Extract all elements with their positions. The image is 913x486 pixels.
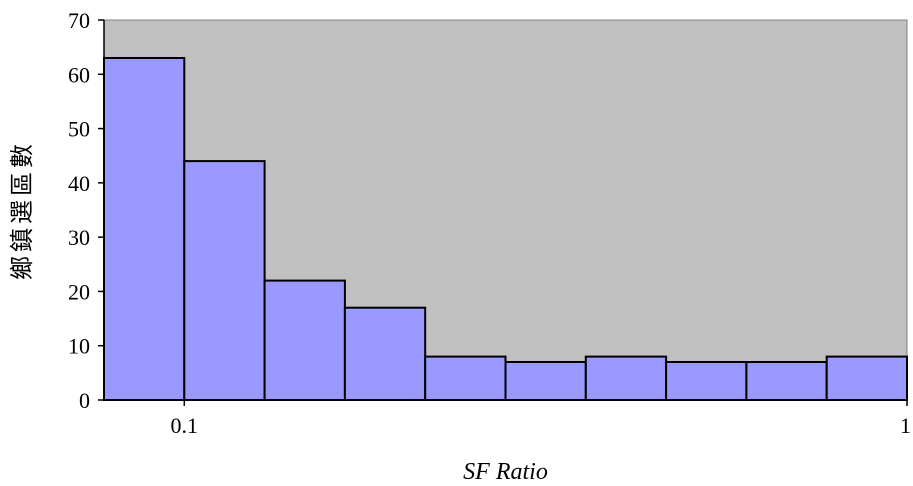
y-tick-label: 20 [68, 279, 90, 304]
bar-1 [103, 57, 186, 401]
y-axis-label: 鄉鎮選區數 [9, 140, 36, 280]
y-tick-label: 60 [68, 62, 90, 87]
bar-2 [183, 160, 266, 401]
y-tick-label: 10 [68, 334, 90, 359]
x-tick-label: 0.1 [171, 413, 199, 438]
bar-5 [424, 355, 507, 402]
bar-10 [825, 355, 909, 402]
bar-4 [343, 306, 427, 402]
x-axis: 0.1 1 [104, 399, 911, 438]
x-tick-label: 1 [900, 413, 911, 438]
y-axis: 0 10 20 30 40 50 60 70 [68, 8, 105, 413]
y-tick-label: 70 [68, 8, 90, 33]
bar-7 [584, 355, 668, 402]
bar-8 [665, 361, 748, 401]
bars-group [103, 57, 909, 402]
y-tick-label: 0 [79, 388, 90, 413]
x-axis-label: SF Ratio [463, 459, 548, 485]
y-tick-label: 30 [68, 225, 90, 250]
y-tick-label: 50 [68, 117, 90, 142]
y-tick-label: 40 [68, 171, 90, 196]
bar-6 [504, 361, 587, 401]
bar-3 [263, 279, 346, 402]
bar-9 [745, 361, 828, 401]
